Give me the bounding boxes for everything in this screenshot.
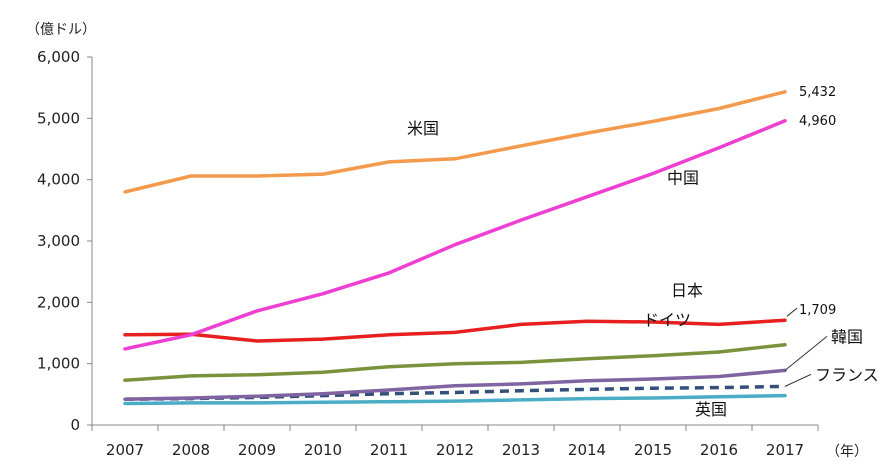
series-name-label: フランス (815, 365, 879, 384)
data-label: 4,960 (799, 114, 836, 129)
leader-line (784, 373, 812, 387)
x-tick-label: 2007 (106, 441, 144, 459)
y-tick-label: 4,000 (37, 171, 80, 189)
y-tick-label: 5,000 (37, 109, 80, 127)
x-tick-label: 2016 (700, 441, 738, 459)
series-name-label: ドイツ (643, 311, 691, 330)
series-lines (123, 90, 787, 406)
series-line-6 (123, 393, 787, 406)
x-axis-unit: （年） (826, 444, 868, 460)
data-label: 5,432 (799, 85, 836, 100)
y-tick-label: 1,000 (37, 355, 80, 373)
y-axis-unit: （億ドル） (26, 22, 96, 38)
x-tick-label: 2010 (304, 441, 342, 459)
y-tick-label: 6,000 (37, 48, 80, 66)
x-tick-label: 2013 (502, 441, 540, 459)
y-tick-label: 0 (70, 416, 80, 434)
x-tick-label: 2017 (766, 441, 804, 459)
x-tick-label: 2015 (634, 441, 672, 459)
series-line-3 (123, 342, 787, 382)
data-label-leader (786, 307, 798, 317)
x-tick-label: 2011 (370, 441, 408, 459)
x-tick-label: 2014 (568, 441, 606, 459)
x-tick-label: 2009 (238, 441, 276, 459)
series-name-label: 米国 (407, 119, 439, 138)
data-label: 1,709 (799, 303, 836, 318)
x-tick-label: 2012 (436, 441, 474, 459)
axes: 0 1,000 2,000 3,000 4,000 5,000 6,000 2007 2008 2… (37, 48, 819, 459)
series-line-4 (123, 368, 787, 401)
series-name-label: 韓国 (831, 327, 863, 346)
leader-line (784, 336, 828, 371)
x-tick-label: 2008 (172, 441, 210, 459)
y-tick-label: 3,000 (37, 232, 80, 250)
series-line-0 (123, 90, 787, 194)
series-line-2 (123, 318, 787, 343)
series-name-label: 日本 (671, 281, 703, 300)
series-name-label: 中国 (667, 169, 699, 188)
series-name-label: 英国 (695, 400, 727, 419)
series-line-1 (123, 119, 787, 351)
y-tick-label: 2,000 (37, 293, 80, 311)
